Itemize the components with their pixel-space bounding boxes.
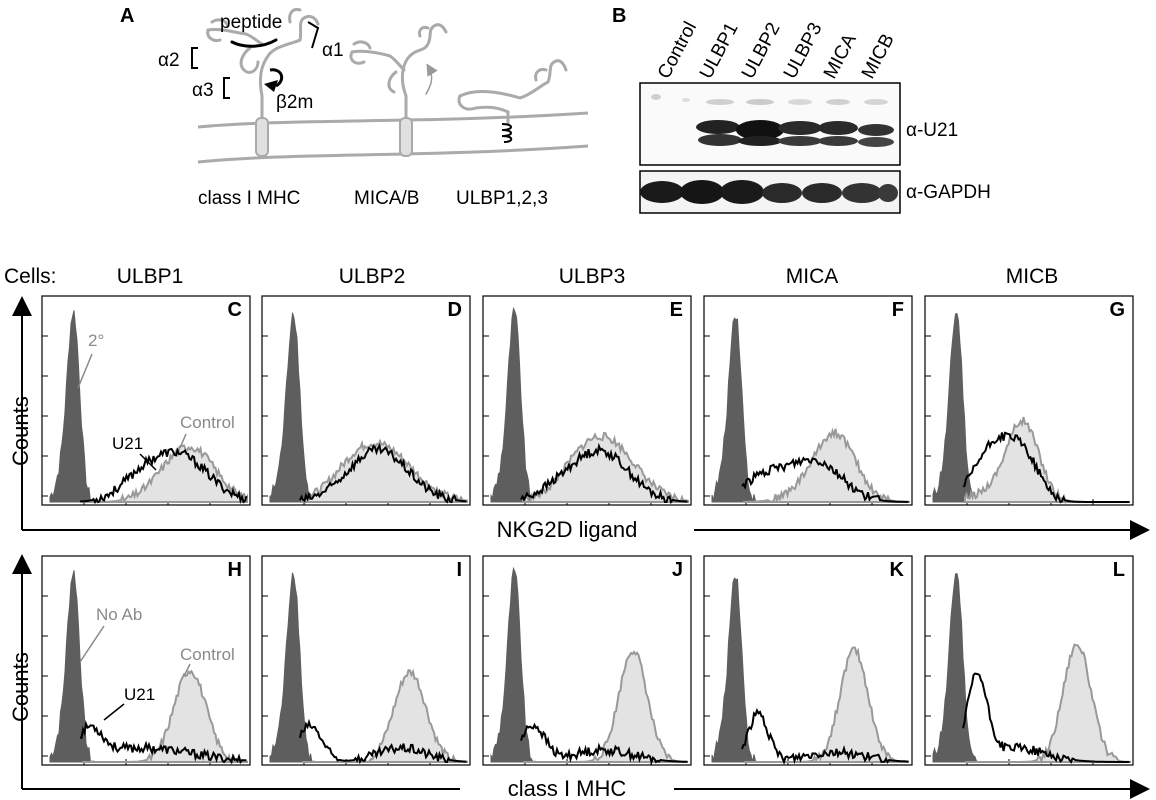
panel-a: A peptide α1 α2 α3 β2m <box>120 5 589 209</box>
control-histogram <box>82 444 248 503</box>
membrane-bottom <box>197 144 589 164</box>
column-title-ulbp2: ULBP2 <box>339 265 406 288</box>
panel-b: B Control ULBP1 ULBP2 ULBP3 MICA MICB <box>612 5 991 214</box>
u21-histogram <box>962 431 1130 504</box>
column-title-ulbp3: ULBP3 <box>559 265 626 288</box>
lane-label-ulbp1: ULBP1 <box>696 19 743 82</box>
row2-axes: Counts class I MHC <box>8 554 1150 800</box>
histogram-panel-f: F <box>703 295 913 506</box>
row1-axes: Counts NKG2D ligand <box>8 296 1150 542</box>
row2-control-annotation: Control <box>180 645 235 664</box>
alpha1-bracket <box>307 21 320 49</box>
alpha2-bracket <box>191 47 198 69</box>
histogram-panel-i: I <box>261 555 471 766</box>
mhc-molecule <box>206 8 320 124</box>
row2-y-title: Counts <box>8 652 33 722</box>
membrane-top <box>197 111 589 129</box>
alpha2-label: α2 <box>158 50 180 71</box>
alpha1-label: α1 <box>322 40 344 61</box>
peptide-mark <box>230 38 278 48</box>
molecule-label-mhc: class I MHC <box>198 188 300 209</box>
histogram-panel-h: H <box>41 555 251 766</box>
u21-histogram <box>741 456 909 503</box>
row2-u21-annotation: U21 <box>124 685 155 704</box>
b2m-arrow <box>269 68 284 88</box>
control-histogram <box>522 431 689 504</box>
u21-histogram <box>520 442 688 505</box>
histogram-panel-c: C <box>41 295 251 506</box>
panel-letter: E <box>670 299 683 321</box>
peptide-label: peptide <box>220 12 282 33</box>
row1-annotations: 2° U21 Control <box>77 331 235 471</box>
lane-label-micb: MICB <box>858 31 899 83</box>
row1-y-title: Counts <box>8 396 33 466</box>
blot-gapdh-label: α-GAPDH <box>906 182 991 203</box>
lane-label-mica: MICA <box>820 30 861 82</box>
lane-labels: Control ULBP1 ULBP2 ULBP3 MICA MICB <box>654 18 899 82</box>
control-histogram <box>744 646 910 763</box>
row1-filled-annotation: 2° <box>88 331 104 350</box>
panel-letter: D <box>448 299 462 321</box>
histogram-grid: C D E F G H I J K L <box>41 295 1134 766</box>
b2m-arrow-head <box>264 80 278 92</box>
molecule-label-mica: MICA/B <box>354 188 419 209</box>
histogram-panel-l: L <box>924 555 1134 766</box>
panel-letter: J <box>672 559 683 581</box>
control-histogram <box>965 643 1131 765</box>
u21-histogram <box>299 718 467 765</box>
control-histogram <box>523 650 689 763</box>
mica-transmembrane <box>399 117 413 157</box>
row1-u21-annotation: U21 <box>112 434 143 453</box>
panel-b-letter: B <box>612 5 626 27</box>
lane-label-ulbp2: ULBP2 <box>738 19 785 82</box>
column-title-mica: MICA <box>786 265 839 288</box>
u21-histogram <box>520 722 688 766</box>
blot-u21-bands <box>651 94 894 147</box>
mica-molecule <box>349 23 448 124</box>
row2-annotations: No Ab U21 Control <box>79 605 235 721</box>
histogram-panel-k: K <box>703 555 913 766</box>
histogram-panel-g: G <box>924 295 1134 506</box>
u21-histogram <box>962 672 1130 764</box>
lane-label-control: Control <box>654 18 701 82</box>
panel-letter: I <box>456 559 462 581</box>
mhc-transmembrane <box>255 117 269 157</box>
blot-gapdh-bands <box>640 180 898 204</box>
u21-histogram <box>299 443 467 504</box>
panel-letter: L <box>1113 559 1125 581</box>
blot-u21-label: α-U21 <box>906 120 958 141</box>
cells-label: Cells: <box>4 265 57 288</box>
b2m-label: β2m <box>276 92 313 113</box>
row2-x-title: class I MHC <box>508 776 627 800</box>
column-title-micb: MICB <box>1006 265 1059 288</box>
panel-a-letter: A <box>120 5 134 27</box>
panel-letter: H <box>228 559 242 581</box>
u21-histogram <box>79 447 248 505</box>
ulbp-molecule <box>457 59 568 126</box>
molecule-label-ulbp: ULBP1,2,3 <box>456 188 548 209</box>
control-histogram <box>82 669 248 764</box>
alpha3-bracket <box>223 77 230 99</box>
u21-histogram <box>79 720 247 765</box>
histogram-panel-e: E <box>482 295 692 506</box>
panel-letter: G <box>1109 299 1125 321</box>
gpi-anchor <box>501 123 513 143</box>
histogram-panel-d: D <box>261 295 471 506</box>
alpha3-label: α3 <box>192 80 214 101</box>
row2-filled-annotation: No Ab <box>96 605 142 624</box>
column-titles: ULBP1 ULBP2 ULBP3 MICA MICB <box>117 265 1059 288</box>
row1-x-title: NKG2D ligand <box>497 517 638 542</box>
histogram-panel-j: J <box>482 555 692 766</box>
panel-letter: K <box>890 559 905 581</box>
control-histogram <box>302 668 468 763</box>
row1-control-annotation: Control <box>180 413 235 432</box>
u21-histogram <box>741 707 909 765</box>
panel-letter: F <box>892 299 904 321</box>
column-title-ulbp1: ULBP1 <box>117 265 184 288</box>
panel-letter: C <box>228 299 242 321</box>
